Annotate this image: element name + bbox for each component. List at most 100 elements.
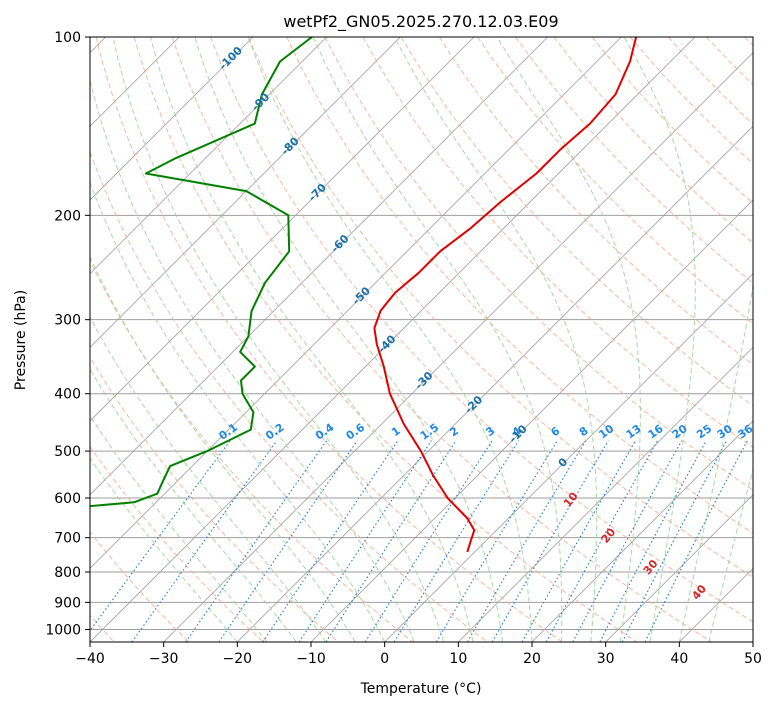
dry-adiabat-line [362,37,753,449]
x-tick-label: −20 [223,651,253,667]
isotherm-line [237,125,753,642]
dry-adiabat-line [90,356,339,642]
isotherm-line [90,37,327,275]
moist-adiabat-line [393,37,598,642]
x-axis: −40 −30 −20 −10 0 10 20 30 40 50 [75,642,762,667]
mixing-ratio-label: 3 [483,424,497,439]
dry-adiabat-line [629,37,753,165]
y-tick-label: 700 [54,531,81,547]
mixing-ratio-line [521,440,637,642]
mixing-ratio-label: 6 [549,424,563,439]
y-axis: 100 200 300 400 500 600 700 800 900 1000 [45,30,90,638]
mixing-ratio-line [325,440,457,642]
mixing-ratio-label: 8 [577,424,591,439]
y-tick-label: 100 [54,30,81,46]
moist-adiabat-line [496,37,641,642]
x-tick-label: 0 [380,651,389,667]
mixing-ratio-line [298,440,432,642]
mixing-ratio-label: 0.6 [344,421,368,443]
isotherm-line [90,37,254,201]
moist-adiabat-line [90,78,415,642]
dry-adiabat-line [591,37,753,204]
moist-adiabat-line [678,282,753,642]
x-tick-label: 30 [597,651,615,667]
moist-adiabat-label: 20 [599,525,619,545]
dry-adiabat-line [90,259,414,642]
mixing-ratio-line [599,440,707,642]
x-tick-label: −30 [149,651,179,667]
mixing-ratio-label: 0.1 [217,421,240,443]
isotherm-line [90,37,401,348]
isotherm-line [163,52,753,642]
mixing-ratio-label: 10 [596,422,616,442]
mixing-ratio-line [393,440,520,642]
moist-adiabat-line [247,37,533,642]
dry-adiabat-line [400,37,753,407]
y-tick-label: 500 [54,444,81,460]
moist-adiabat-label: 40 [689,582,709,602]
isotherm-line [90,37,696,642]
moist-adiabat-line [708,467,753,642]
mixing-ratio-line [467,440,587,642]
isotherm-line [310,199,753,642]
chart-title: wetPf2_GN05.2025.270.12.03.E09 [283,12,558,32]
dry-adiabat-line [515,37,753,284]
dewpoint-line [90,37,313,508]
mixing-ratio-label: 16 [646,422,666,442]
y-tick-label: 800 [54,565,81,581]
mixing-ratio-line [644,440,748,642]
moist-adiabat-line [90,181,386,642]
moist-adiabat-line [149,37,474,642]
mixing-ratio-line [491,440,609,642]
mixing-ratio-label: 30 [715,422,735,442]
mixing-ratio-line [90,440,231,632]
dry-adiabat-line [438,37,753,366]
y-tick-label: 300 [54,313,81,329]
moist-adiabat-line [90,414,268,642]
moist-adiabat-line [623,37,696,642]
dry-adiabat-line [553,37,753,244]
isotherm-line [90,37,475,422]
profile-lines [90,37,638,553]
mixing-ratio-label: 2 [447,424,461,439]
isotherm-line [384,273,753,642]
mixing-ratio-line [262,440,399,642]
reference-line-labels: 0.1 0.2 0.4 0.6 1 1.5 2 3 4 6 8 10 13 16 20 25 30 36-100-… [216,44,753,603]
y-tick-label: 400 [54,387,81,403]
moist-adiabat-line [112,37,445,642]
dry-adiabat-line [95,37,563,642]
mixing-ratio-label: 1.5 [418,421,441,443]
dry-adiabat-line [668,37,753,125]
isotherm-line [752,641,753,642]
mixing-ratio-line [545,440,659,642]
plot-frame [89,36,754,643]
dry-adiabat-line [286,37,753,534]
dry-adiabat-label: -70 [306,181,329,204]
moist-adiabat-line [194,37,503,642]
isotherm-line [605,494,753,642]
dry-adiabat-line [210,37,753,623]
isotherm-line [90,37,548,496]
dry-adiabat-line [248,37,753,578]
mixing-ratio-label: 20 [670,422,690,442]
dry-adiabat-label: -10 [507,422,530,445]
x-axis-title: Temperature (°C) [360,681,482,697]
mixing-ratio-label: 1 [389,424,403,439]
mixing-ratio-line [364,440,493,642]
isotherm-line [458,346,753,642]
mixing-ratio-line [572,440,683,642]
x-tick-label: 40 [670,651,688,667]
y-axis-title: Pressure (hPa) [13,290,29,390]
isotherm-line [531,420,753,642]
x-tick-label: 20 [523,651,541,667]
x-tick-label: −40 [75,651,105,667]
moist-adiabat-line [90,457,238,642]
dry-adiabat-label: 0 [556,455,571,470]
dry-adiabat-line [324,37,753,491]
y-tick-label: 1000 [45,622,81,638]
mixing-ratio-label: 0.4 [313,421,337,443]
dry-adiabat-label: -100 [216,44,245,73]
dry-adiabat-line [744,37,753,47]
reference-lines [90,37,753,642]
